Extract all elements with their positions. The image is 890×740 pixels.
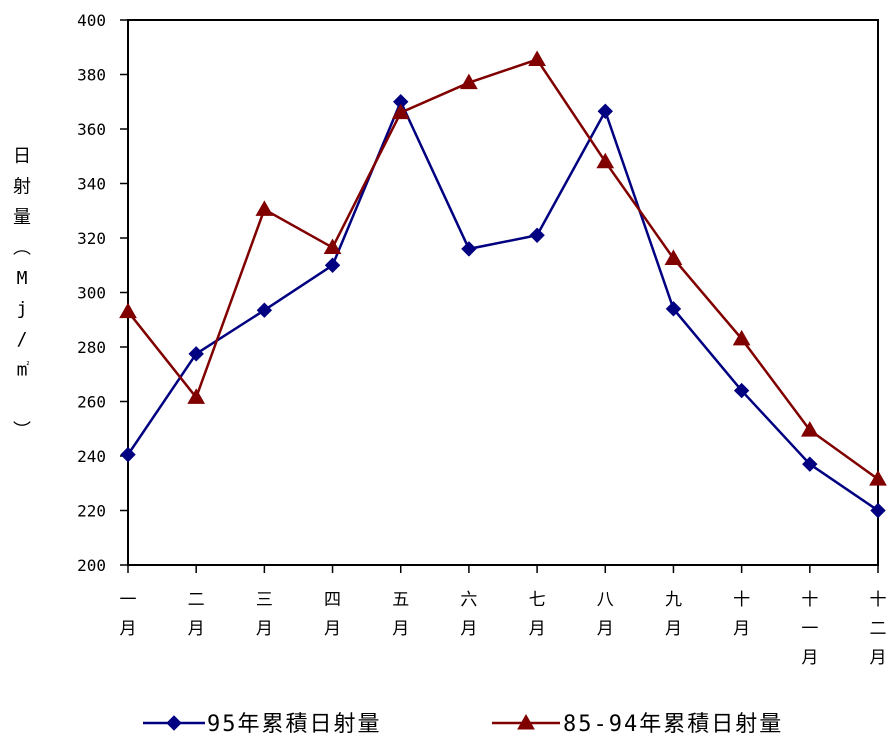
legend-label: 95年累積日射量 (207, 712, 382, 737)
x-tick-label: 一月 (120, 590, 137, 639)
y-tick-label: 400 (77, 11, 106, 30)
series-1 (120, 94, 886, 519)
data-point (120, 446, 136, 463)
series-line (127, 58, 879, 481)
y-tick-label: 280 (77, 338, 106, 357)
data-point (800, 421, 819, 437)
data-point (597, 103, 613, 119)
x-tick-label: 三月 (256, 590, 273, 639)
data-point (323, 238, 342, 255)
legend-item: 95年累積日射量 (143, 712, 382, 737)
y-tick-label: 300 (77, 284, 106, 303)
data-point (869, 470, 887, 486)
data-point (528, 50, 546, 67)
x-tick-label: 五月 (392, 590, 409, 639)
data-point (324, 257, 341, 273)
data-point (665, 301, 682, 317)
data-point (529, 227, 545, 243)
x-axis-ticks: 一月 二月 三月 四月 五月 六月 七月 八月 九月 十月 十一月 十二月 (120, 565, 887, 668)
data-point (119, 302, 137, 319)
x-tick-label: 四月 (324, 590, 341, 639)
y-tick-label: 360 (77, 120, 106, 139)
data-point (802, 456, 818, 472)
series-2 (119, 50, 887, 486)
x-tick-label: 八月 (597, 590, 614, 639)
legend-label: 85-94年累積日射量 (563, 712, 783, 737)
data-point (188, 346, 204, 362)
y-tick-label: 240 (77, 447, 106, 466)
x-tick-label: 六月 (460, 590, 477, 639)
y-tick-label: 320 (77, 229, 106, 248)
data-point (664, 249, 683, 265)
data-point (187, 388, 206, 404)
data-point (255, 200, 274, 216)
series-layer (119, 50, 887, 519)
data-point (391, 103, 410, 120)
legend-marker (166, 715, 182, 731)
x-tick-label: 十一月 (801, 590, 818, 668)
y-tick-label: 260 (77, 393, 106, 412)
x-tick-label: 十月 (733, 590, 750, 639)
y-tick-label: 340 (77, 175, 106, 194)
x-tick-label: 十二月 (870, 590, 887, 668)
y-tick-label: 220 (77, 502, 106, 521)
x-tick-label: 九月 (665, 590, 682, 639)
legend-marker (517, 713, 535, 730)
x-tick-label: 七月 (529, 590, 546, 639)
data-point (256, 302, 273, 318)
data-point (461, 241, 477, 257)
data-point (733, 382, 750, 399)
x-tick-label: 二月 (188, 590, 205, 639)
data-point (596, 152, 615, 169)
y-tick-label: 200 (77, 556, 106, 575)
plot-area-frame (127, 19, 879, 566)
y-axis-ticks: 200 220 240 260 280 300 320 340 360 380 400 (77, 11, 128, 575)
legend: 95年累積日射量 85-94年累積日射量 (143, 712, 783, 737)
data-point (732, 329, 751, 346)
series-line (126, 98, 879, 512)
data-point (870, 502, 886, 519)
legend-item: 85-94年累積日射量 (492, 712, 783, 737)
y-tick-label: 380 (77, 66, 106, 85)
data-point (460, 73, 478, 90)
